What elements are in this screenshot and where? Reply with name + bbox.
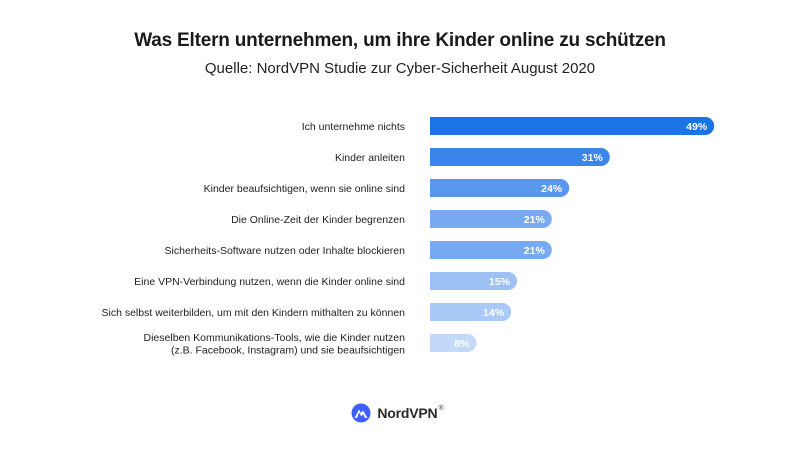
brand-trademark: ®: [438, 404, 444, 412]
category-label-3: Kinder beaufsichtigen, wenn sie online s…: [204, 183, 406, 195]
bar-5: [430, 241, 552, 259]
brand-name: NordVPN: [377, 405, 438, 421]
value-label-5: 21%: [524, 245, 546, 257]
nordvpn-logo: NordVPN ®: [0, 403, 800, 423]
bar-8: [430, 334, 477, 352]
bar-1-edge: [430, 117, 440, 135]
value-label-8: 8%: [454, 338, 470, 350]
bar-4-edge: [430, 210, 440, 228]
category-label-5: Sicherheits-Software nutzen oder Inhalte…: [165, 245, 406, 257]
category-label-7: Sich selbst weiterbilden, um mit den Kin…: [102, 307, 406, 319]
nordvpn-mountain-icon: [351, 403, 371, 423]
bar-2-edge: [430, 148, 440, 166]
category-label-8-line-2: (z.B. Facebook, Instagram) und sie beauf…: [171, 344, 405, 356]
category-label-1: Ich unternehme nichts: [302, 121, 405, 133]
bar-1: [430, 117, 715, 135]
bar-7-edge: [430, 303, 440, 321]
chart-subtitle: Quelle: NordVPN Studie zur Cyber-Sicherh…: [204, 60, 596, 77]
value-label-3: 24%: [541, 183, 563, 195]
value-label-4: 21%: [524, 214, 546, 226]
bar-6-edge: [430, 272, 440, 290]
value-label-2: 31%: [582, 152, 604, 164]
category-label-6: Eine VPN-Verbindung nutzen, wenn die Kin…: [134, 276, 405, 288]
bar-6: [430, 272, 517, 290]
category-label-8-line-1: Dieselben Kommunikations-Tools, wie die …: [144, 332, 406, 344]
category-label-2: Kinder anleiten: [335, 152, 405, 164]
value-label-7: 14%: [483, 307, 505, 319]
chart-title: Was Eltern unternehmen, um ihre Kinder o…: [134, 30, 666, 51]
bar-4: [430, 210, 552, 228]
bar-8-edge: [430, 334, 440, 352]
bar-5-edge: [430, 241, 440, 259]
bar-2: [430, 148, 610, 166]
value-label-6: 15%: [489, 276, 511, 288]
category-label-4: Die Online-Zeit der Kinder begrenzen: [231, 214, 405, 226]
bar-3: [430, 179, 570, 197]
bar-7: [430, 303, 512, 321]
bar-3-edge: [430, 179, 440, 197]
value-label-1: 49%: [686, 121, 708, 133]
